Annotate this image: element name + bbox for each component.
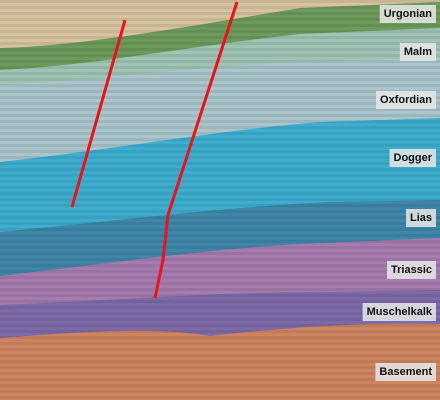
label-box [389, 149, 436, 167]
layer-label: Oxfordian [380, 94, 432, 106]
fault-line [153, 1, 239, 299]
layer-label: Lias [410, 212, 432, 224]
layer-label: Malm [404, 46, 432, 58]
layer-labels: Urgonian Malm Oxfordian Dogger Lias Triassic M… [362, 5, 436, 381]
label-box [387, 261, 436, 279]
label-box [376, 91, 436, 109]
label-box [362, 303, 436, 321]
label-box [379, 5, 436, 23]
label-box [399, 43, 436, 61]
layer-label: Muschelkalk [367, 306, 433, 318]
layer-label: Basement [379, 366, 432, 378]
layer-label: Dogger [394, 152, 433, 164]
label-box [405, 209, 436, 227]
fault-line [70, 19, 127, 208]
label-box [375, 363, 436, 381]
layer-label: Urgonian [384, 8, 433, 20]
layer-label: Triassic [391, 264, 432, 276]
